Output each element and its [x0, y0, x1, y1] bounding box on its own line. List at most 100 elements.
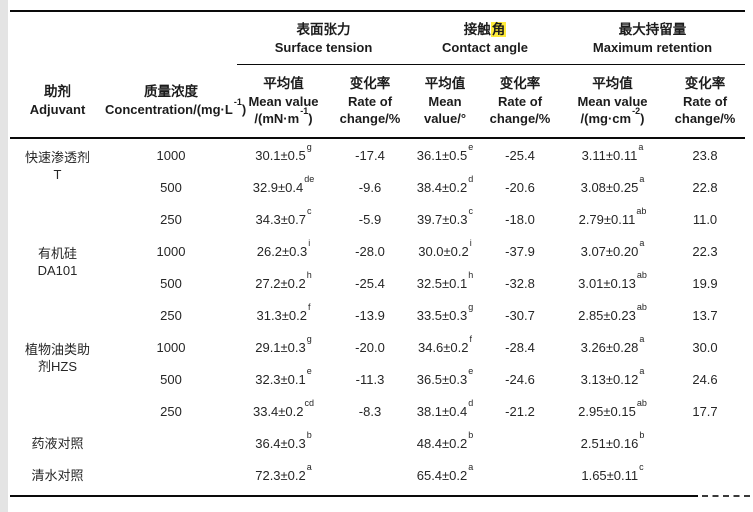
- header-ca-rate: 变化率 Rate of change/%: [480, 64, 560, 139]
- measurement-value: 3.11±0.11: [581, 147, 638, 163]
- header-group-row: 表面张力 Surface tension 接触角 Contact angle 最…: [10, 10, 745, 65]
- table-row: 药液对照 36.4±0.3b 48.4±0.2b 2.51±0.16b: [10, 427, 745, 459]
- header-group-contact-angle: 接触角 Contact angle: [410, 10, 560, 65]
- significance-letter: cd: [304, 398, 315, 409]
- contact-angle-rate: -21.2: [505, 403, 535, 419]
- header-group-surface-tension: 表面张力 Surface tension: [237, 10, 410, 65]
- st-mean-unit-text: /(mN·m: [254, 111, 300, 126]
- surface-tension-rate: [330, 427, 410, 459]
- measurement-value: 1.65±0.11: [581, 467, 639, 483]
- significance-letter: b: [639, 430, 645, 441]
- st-rate-label-zh: 变化率: [349, 76, 391, 91]
- concentration-unit-close: ): [241, 102, 247, 118]
- surface-tension-mean: 33.4±0.2cd: [237, 395, 330, 427]
- significance-letter: e: [468, 142, 474, 153]
- surface-tension-rate: -13.9: [355, 307, 385, 323]
- surface-tension-mean: 72.3±0.2a: [237, 459, 330, 491]
- concentration-value: 1000: [156, 339, 186, 355]
- st-mean-unit-exponent: -1: [300, 105, 309, 116]
- concentration-unit: Concentration/(mg·L: [105, 102, 233, 118]
- table-body: 快速渗透剂 T 1000 30.1±0.5g -17.4 36.1±0.5e -25.4 3.…: [10, 138, 745, 491]
- contact-angle-mean: 65.4±0.2a: [410, 459, 480, 491]
- header-concentration: 质量浓度 Concentration/(mg·L-1): [105, 64, 246, 139]
- ca-rate-label-en2: change/%: [489, 111, 551, 126]
- measurement-value: 32.9±0.4: [252, 179, 304, 195]
- significance-letter: g: [306, 334, 312, 345]
- table-row: 500 32.3±0.1e -11.3 36.5±0.3e -24.6 3.13±0.12…: [10, 363, 745, 395]
- concentration-value: 250: [160, 403, 182, 419]
- max-retention-mean: 3.08±0.25a: [560, 171, 665, 203]
- table-row: 250 31.3±0.2f -13.9 33.5±0.3g -30.7 2.85±0.23…: [10, 299, 745, 331]
- table-row: 有机硅 DA101 1000 26.2±0.3i -28.0 30.0±0.2i -37.9…: [10, 235, 745, 278]
- contact-angle-mean: 48.4±0.2b: [410, 427, 480, 459]
- adjuvant-name-line: T: [53, 167, 62, 182]
- max-retention-rate: 24.6: [692, 371, 718, 387]
- header-mr-rate: 变化率 Rate of change/%: [665, 64, 745, 139]
- surface-tension-label-en: Surface tension: [274, 39, 373, 55]
- contact-angle-label-en: Contact angle: [442, 39, 528, 55]
- measurement-value: 2.85±0.23: [578, 307, 636, 323]
- measurement-value: 2.79±0.11: [578, 211, 636, 227]
- concentration-label-zh: 质量浓度: [144, 84, 198, 100]
- surface-tension-mean: 30.1±0.5g: [237, 138, 330, 171]
- contact-angle-label-zh: 接触角: [410, 21, 560, 39]
- ca-mean-label-en2: value/°: [423, 111, 467, 126]
- adjuvant-name: 快速渗透剂 T: [10, 138, 105, 235]
- adjuvant-name-line: 清水对照: [31, 467, 84, 483]
- max-retention-rate: 13.7: [692, 307, 718, 323]
- significance-letter: i: [308, 238, 311, 249]
- measurement-value: 3.13±0.12: [580, 371, 639, 387]
- measurement-value: 30.1±0.5: [255, 147, 306, 163]
- table-row: 500 32.9±0.4de -9.6 38.4±0.2d -20.6 3.08±0.25…: [10, 171, 745, 203]
- header-mr-mean: 平均值 Mean value /(mg·cm-2): [560, 64, 665, 139]
- surface-tension-rate: -25.4: [355, 275, 385, 291]
- adjuvant-name: 植物油类助剂HZS: [10, 331, 105, 427]
- concentration-value: 500: [160, 275, 182, 291]
- table-row: 250 34.3±0.7c -5.9 39.7±0.3c -18.0 2.79±0.11a…: [10, 203, 745, 235]
- significance-letter: d: [468, 174, 474, 185]
- max-retention-rate: 22.8: [692, 179, 718, 195]
- mr-mean-label-zh: 平均值: [592, 76, 633, 91]
- contact-angle-rate: -20.6: [505, 179, 535, 195]
- significance-letter: ab: [636, 206, 647, 217]
- adjuvant-name: 药液对照: [10, 427, 105, 459]
- max-retention-mean: 3.01±0.13ab: [560, 267, 665, 299]
- significance-letter: f: [308, 302, 311, 313]
- surface-tension-rate: -20.0: [355, 339, 385, 355]
- concentration-label-en: Concentration/(mg·L-1): [105, 97, 246, 118]
- significance-letter: a: [306, 462, 312, 473]
- surface-tension-mean: 36.4±0.3b: [237, 427, 330, 459]
- contact-angle-mean: 38.1±0.4d: [410, 395, 480, 427]
- max-retention-mean: 2.85±0.23ab: [560, 299, 665, 331]
- header-st-rate: 变化率 Rate of change/%: [330, 64, 410, 139]
- significance-letter: e: [306, 366, 312, 377]
- adjuvant-name: 有机硅 DA101: [10, 235, 105, 331]
- left-gray-band: [0, 0, 8, 512]
- significance-letter: d: [468, 398, 474, 409]
- measurement-value: 33.5±0.3: [416, 307, 468, 323]
- measurement-value: 36.4±0.3: [255, 435, 306, 451]
- adjuvant-name-line: 植物油类助: [24, 342, 90, 357]
- header-spacer-adjuvant: [10, 10, 105, 65]
- measurement-value: 38.4±0.2: [416, 179, 468, 195]
- contact-angle-rate: -37.9: [505, 243, 535, 259]
- significance-letter: b: [468, 430, 474, 441]
- adjuvant-name-line: 剂HZS: [37, 359, 77, 374]
- adjuvant-name-line: 有机硅: [37, 246, 77, 261]
- mr-mean-unit-text: /(mg·cm: [580, 111, 632, 126]
- contact-angle-mean: 34.6±0.2f: [410, 331, 480, 363]
- contact-angle-rate: -28.4: [505, 339, 535, 355]
- measurement-value: 3.01±0.13: [578, 275, 636, 291]
- surface-tension-rate: -5.9: [358, 211, 382, 227]
- concentration-value: [105, 459, 237, 491]
- concentration-value: 250: [160, 307, 182, 323]
- significance-letter: de: [304, 174, 315, 185]
- surface-tension-mean: 29.1±0.3g: [237, 331, 330, 363]
- measurement-value: 2.95±0.15: [578, 403, 636, 419]
- significance-letter: c: [307, 206, 312, 217]
- concentration-unit-exponent: -1: [233, 96, 242, 107]
- table-bottom-rule: [10, 495, 698, 497]
- contact-angle-mean: 36.5±0.3e: [410, 363, 480, 395]
- measurement-value: 65.4±0.2: [416, 467, 468, 483]
- measurement-value: 3.08±0.25: [580, 179, 639, 195]
